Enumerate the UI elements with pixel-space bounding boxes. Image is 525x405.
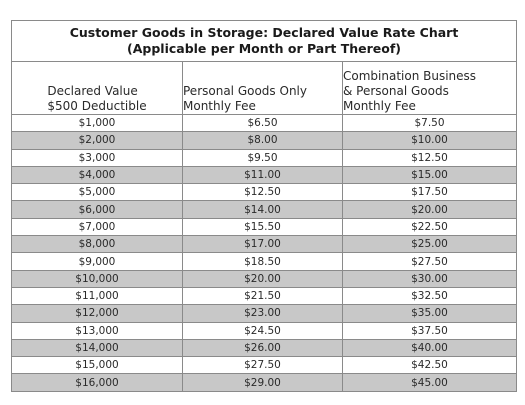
header-row: Declared Value $500 Deductible Personal … [11,61,517,115]
table-row: $8,000 $17.00 $25.00 [11,235,517,254]
cell-personal-fee: $12.50 [182,183,343,202]
table-row: $12,000 $23.00 $35.00 [11,304,517,323]
column-header-combination: Combination Business & Personal Goods Mo… [342,61,517,115]
cell-declared-value: $10,000 [11,269,183,288]
cell-combination-fee: $25.00 [342,235,517,254]
cell-combination-fee: $17.50 [342,183,517,202]
cell-combination-fee: $7.50 [342,113,517,133]
cell-personal-fee: $9.50 [182,148,343,167]
cell-personal-fee: $29.00 [182,373,343,392]
cell-declared-value: $16,000 [11,373,183,392]
cell-personal-fee: $21.50 [182,286,343,306]
title-line-1: Customer Goods in Storage: Declared Valu… [69,25,459,40]
column-header-line: $500 Deductible [47,99,147,113]
cell-declared-value: $5,000 [11,183,183,202]
column-header-line: Monthly Fee [183,99,256,113]
table-row: $11,000 $21.50 $32.50 [11,286,517,306]
cell-personal-fee: $23.00 [182,304,343,323]
table-row: $6,000 $14.00 $20.00 [11,200,517,219]
cell-declared-value: $14,000 [11,338,183,358]
table-row: $14,000 $26.00 $40.00 [11,338,517,358]
cell-personal-fee: $17.00 [182,235,343,254]
table-row: $13,000 $24.50 $37.50 [11,321,517,340]
column-header-line: Declared Value [47,84,138,98]
cell-combination-fee: $37.50 [342,321,517,340]
cell-personal-fee: $27.50 [182,356,343,375]
cell-combination-fee: $15.00 [342,165,517,185]
table-row: $7,000 $15.50 $22.50 [11,217,517,237]
table-row: $4,000 $11.00 $15.00 [11,165,517,185]
rate-chart: Customer Goods in Storage: Declared Valu… [11,20,517,392]
cell-declared-value: $6,000 [11,200,183,219]
cell-declared-value: $12,000 [11,304,183,323]
column-header-personal-goods: Personal Goods Only Monthly Fee [182,61,343,115]
table-row: $16,000 $29.00 $45.00 [11,373,517,392]
column-header-declared-value: Declared Value $500 Deductible [11,61,183,115]
cell-declared-value: $11,000 [11,286,183,306]
cell-personal-fee: $6.50 [182,113,343,133]
column-header-line: Combination Business [343,69,477,83]
cell-personal-fee: $18.50 [182,252,343,271]
column-header-line: Personal Goods Only [183,84,307,98]
table-row: $2,000 $8.00 $10.00 [11,131,517,150]
cell-combination-fee: $35.00 [342,304,517,323]
table-row: $3,000 $9.50 $12.50 [11,148,517,167]
table-row: $5,000 $12.50 $17.50 [11,183,517,202]
column-header-line: Monthly Fee [343,99,416,113]
column-header-line: & Personal Goods [343,84,449,98]
cell-personal-fee: $24.50 [182,321,343,340]
table-row: $10,000 $20.00 $30.00 [11,269,517,288]
title-line-2: (Applicable per Month or Part Thereof) [127,41,401,56]
table-title: Customer Goods in Storage: Declared Valu… [11,20,517,62]
cell-personal-fee: $20.00 [182,269,343,288]
cell-combination-fee: $12.50 [342,148,517,167]
cell-declared-value: $3,000 [11,148,183,167]
cell-personal-fee: $11.00 [182,165,343,185]
title-row: Customer Goods in Storage: Declared Valu… [11,20,517,62]
table-row: $9,000 $18.50 $27.50 [11,252,517,271]
cell-declared-value: $7,000 [11,217,183,237]
table-row: $15,000 $27.50 $42.50 [11,356,517,375]
cell-combination-fee: $45.00 [342,373,517,392]
cell-combination-fee: $42.50 [342,356,517,375]
cell-personal-fee: $8.00 [182,131,343,150]
cell-combination-fee: $32.50 [342,286,517,306]
rate-table: Customer Goods in Storage: Declared Valu… [11,20,517,392]
table-row: $1,000 $6.50 $7.50 [11,113,517,133]
cell-combination-fee: $22.50 [342,217,517,237]
cell-declared-value: $2,000 [11,131,183,150]
cell-personal-fee: $15.50 [182,217,343,237]
cell-combination-fee: $27.50 [342,252,517,271]
cell-combination-fee: $40.00 [342,338,517,358]
cell-combination-fee: $10.00 [342,131,517,150]
cell-combination-fee: $30.00 [342,269,517,288]
cell-declared-value: $15,000 [11,356,183,375]
cell-declared-value: $8,000 [11,235,183,254]
cell-personal-fee: $26.00 [182,338,343,358]
cell-declared-value: $4,000 [11,165,183,185]
cell-declared-value: $1,000 [11,113,183,133]
cell-personal-fee: $14.00 [182,200,343,219]
cell-declared-value: $13,000 [11,321,183,340]
cell-combination-fee: $20.00 [342,200,517,219]
cell-declared-value: $9,000 [11,252,183,271]
